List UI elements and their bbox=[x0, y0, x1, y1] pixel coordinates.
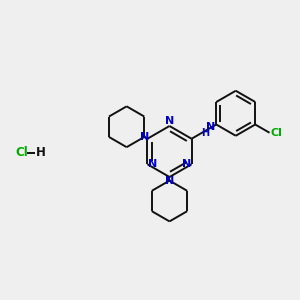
Text: N: N bbox=[206, 122, 216, 133]
Text: N: N bbox=[148, 159, 158, 169]
Text: Cl: Cl bbox=[271, 128, 283, 138]
Text: N: N bbox=[165, 176, 174, 186]
Text: N: N bbox=[140, 132, 149, 142]
Text: N: N bbox=[165, 116, 174, 126]
Text: H: H bbox=[36, 146, 45, 160]
Text: N: N bbox=[182, 159, 191, 169]
Text: H: H bbox=[202, 128, 210, 138]
Text: Cl: Cl bbox=[15, 146, 28, 160]
